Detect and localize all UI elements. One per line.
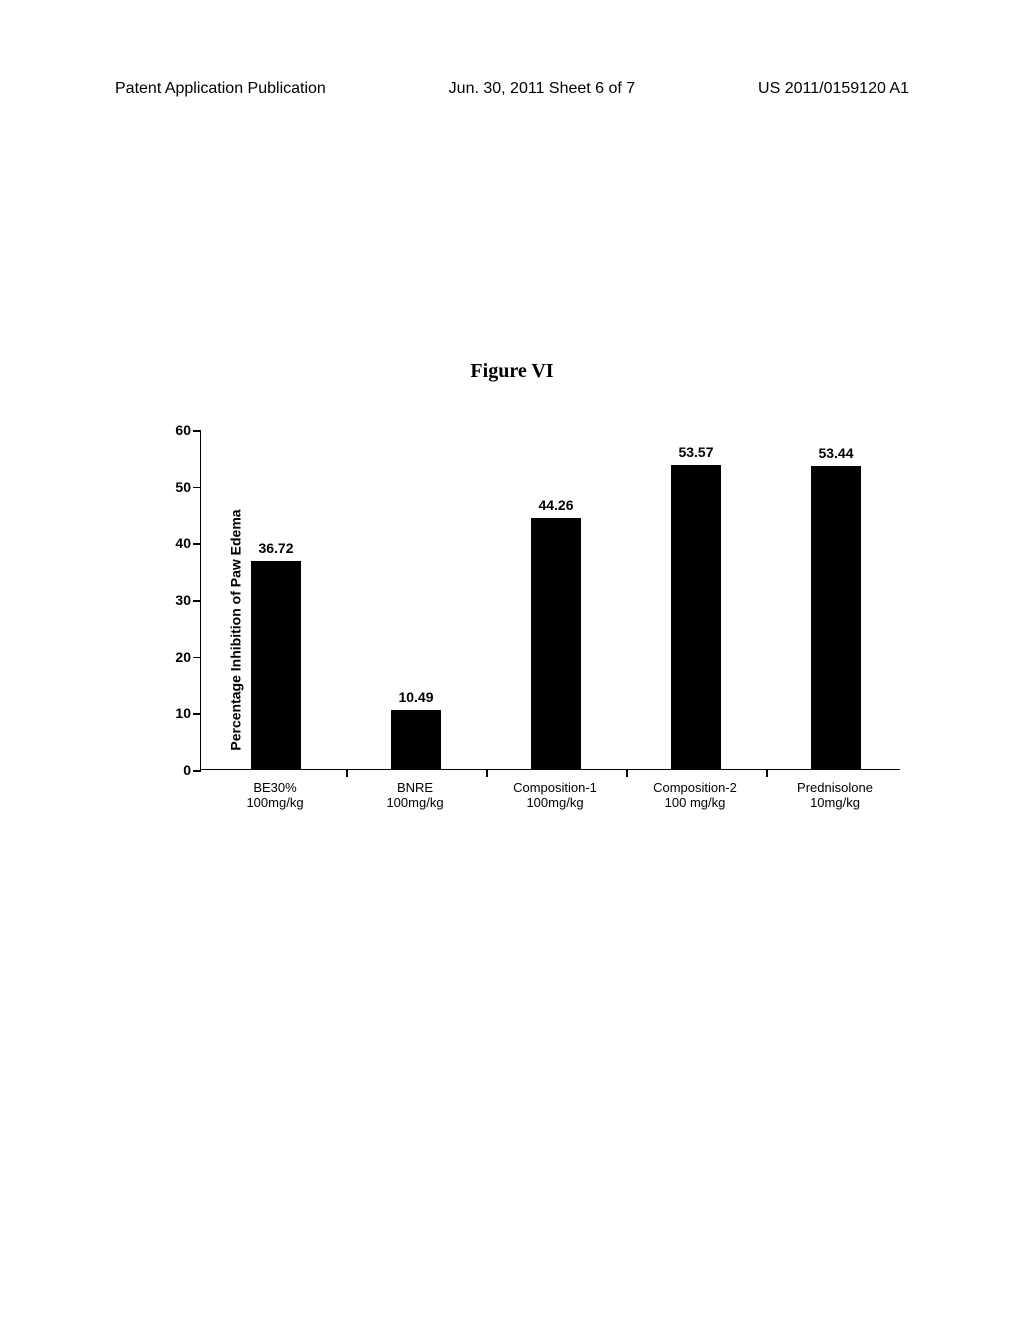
y-tick-label: 50: [166, 479, 191, 495]
y-tick: [193, 600, 201, 602]
x-tick: [346, 769, 348, 777]
x-tick: [626, 769, 628, 777]
header-date-sheet: Jun. 30, 2011 Sheet 6 of 7: [449, 80, 636, 98]
y-tick: [193, 657, 201, 659]
bar-value-label: 36.72: [246, 540, 306, 556]
x-axis-label: Prednisolone10mg/kg: [785, 780, 885, 810]
header-patent-number: US 2011/0159120 A1: [758, 80, 909, 98]
bar: [671, 465, 721, 769]
y-tick: [193, 713, 201, 715]
x-axis-label: Composition-1100mg/kg: [505, 780, 605, 810]
bar-value-label: 10.49: [386, 689, 446, 705]
x-axis-label: BNRE100mg/kg: [365, 780, 465, 810]
x-tick: [766, 769, 768, 777]
y-tick-label: 60: [166, 422, 191, 438]
bar-value-label: 44.26: [526, 497, 586, 513]
y-tick: [193, 430, 201, 432]
bar: [811, 466, 861, 769]
x-axis-label: BE30%100mg/kg: [225, 780, 325, 810]
bar: [251, 561, 301, 769]
header-publication: Patent Application Publication: [115, 80, 326, 98]
bar-chart: Percentage Inhibition of Paw Edema 01020…: [145, 430, 905, 830]
y-tick: [193, 770, 201, 772]
x-tick: [486, 769, 488, 777]
bar: [531, 518, 581, 769]
plot-area: 010203040506036.7210.4944.2653.5753.44: [200, 430, 900, 770]
y-tick-label: 10: [166, 705, 191, 721]
bar-value-label: 53.57: [666, 444, 726, 460]
y-tick-label: 20: [166, 649, 191, 665]
y-tick-label: 30: [166, 592, 191, 608]
y-tick-label: 0: [166, 762, 191, 778]
bar-value-label: 53.44: [806, 445, 866, 461]
x-axis-label: Composition-2100 mg/kg: [645, 780, 745, 810]
y-tick-label: 40: [166, 535, 191, 551]
figure-title: Figure VI: [0, 360, 1024, 383]
bar: [391, 710, 441, 769]
y-tick: [193, 487, 201, 489]
y-tick: [193, 543, 201, 545]
